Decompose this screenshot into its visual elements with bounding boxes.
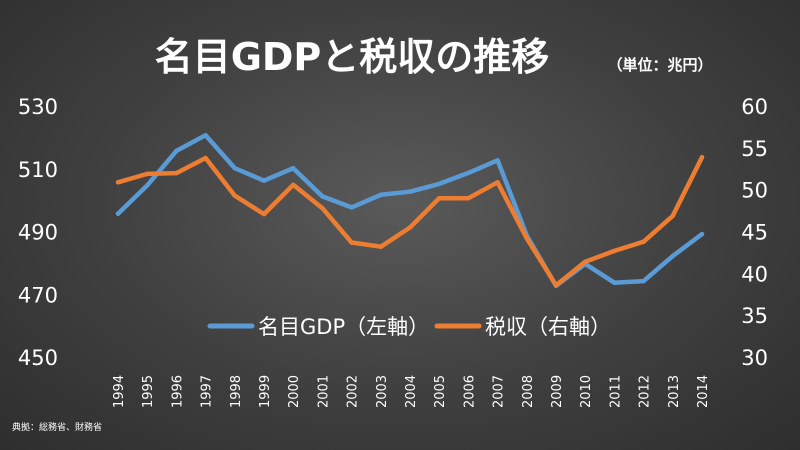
data-point bbox=[641, 239, 646, 244]
x-axis-tick-label: 2008 bbox=[521, 375, 536, 408]
right-axis-tick-label: 35 bbox=[741, 304, 768, 328]
data-point bbox=[115, 211, 121, 216]
x-axis-tick-label: 2004 bbox=[404, 375, 419, 408]
data-point bbox=[291, 165, 296, 171]
left-axis-tick-label: 490 bbox=[18, 221, 58, 245]
data-point bbox=[261, 178, 267, 183]
data-point bbox=[437, 195, 442, 201]
data-point bbox=[407, 189, 413, 194]
series-line-tax bbox=[115, 154, 705, 288]
data-point bbox=[145, 183, 150, 188]
data-point bbox=[699, 231, 705, 237]
data-point bbox=[349, 240, 354, 245]
x-axis-tick-label: 1996 bbox=[170, 375, 185, 408]
right-axis-tick-label: 30 bbox=[741, 346, 768, 370]
left-axis-tick-label: 450 bbox=[18, 346, 58, 370]
data-point bbox=[495, 180, 500, 185]
x-axis-tick-label: 2014 bbox=[696, 375, 711, 408]
legend-label: 税収（右軸） bbox=[485, 315, 611, 339]
data-point bbox=[612, 248, 617, 254]
data-point bbox=[378, 192, 383, 198]
right-axis-tick-label: 45 bbox=[741, 221, 768, 245]
right-axis: 30 35 40 45 50 55 60 bbox=[741, 95, 768, 370]
left-axis: 450 470 490 510 530 bbox=[18, 95, 58, 370]
x-axis-tick-label: 2001 bbox=[316, 375, 331, 408]
x-axis-tick-label: 2007 bbox=[492, 375, 507, 408]
source-note: 典拠：総務省、財務省 bbox=[12, 421, 102, 433]
data-point bbox=[115, 180, 121, 185]
x-axis-tick-label: 2000 bbox=[287, 375, 302, 408]
data-point bbox=[670, 213, 675, 218]
data-point bbox=[583, 259, 588, 264]
legend-label: 名目GDP（左軸） bbox=[258, 315, 429, 339]
chart-title: 名目GDPと税収の推移 bbox=[155, 35, 550, 79]
data-point bbox=[203, 133, 208, 138]
x-axis-tick-label: 1999 bbox=[258, 375, 273, 408]
right-axis-tick-label: 50 bbox=[741, 179, 768, 203]
x-axis-tick-label: 2010 bbox=[579, 375, 594, 408]
data-point bbox=[612, 280, 617, 285]
x-axis-tick-label: 2009 bbox=[550, 375, 565, 408]
data-point bbox=[466, 195, 471, 201]
left-axis-tick-label: 530 bbox=[18, 95, 58, 119]
data-point bbox=[670, 253, 675, 259]
data-point bbox=[437, 181, 442, 187]
data-point bbox=[320, 194, 325, 199]
data-point bbox=[553, 283, 559, 288]
x-axis-tick-label: 1997 bbox=[200, 375, 215, 408]
x-axis-tick-label: 2005 bbox=[433, 375, 448, 408]
x-axis: 1994 1995 1996 1997 1998 1999 2000 2001 2002 2003… bbox=[112, 375, 711, 408]
x-axis-tick-label: 1995 bbox=[141, 375, 156, 408]
data-point bbox=[232, 165, 237, 171]
x-axis-tick-label: 2002 bbox=[346, 375, 361, 408]
data-point bbox=[378, 244, 383, 249]
data-point bbox=[232, 193, 237, 198]
x-axis-tick-label: 2011 bbox=[608, 375, 623, 408]
left-axis-tick-label: 510 bbox=[18, 158, 58, 182]
data-point bbox=[699, 155, 705, 160]
x-axis-tick-label: 1998 bbox=[229, 375, 244, 408]
data-point bbox=[174, 170, 179, 176]
right-axis-tick-label: 40 bbox=[741, 262, 768, 286]
right-axis-tick-label: 60 bbox=[741, 95, 768, 119]
right-axis-tick-label: 55 bbox=[741, 137, 768, 161]
data-point bbox=[145, 171, 150, 177]
series-group bbox=[115, 132, 705, 289]
data-point bbox=[203, 155, 208, 161]
data-point bbox=[466, 170, 471, 176]
data-point bbox=[261, 211, 267, 217]
data-point bbox=[495, 158, 500, 163]
data-point bbox=[291, 182, 296, 188]
data-point bbox=[349, 205, 354, 210]
x-axis-tick-label: 2012 bbox=[638, 375, 653, 408]
chart-subtitle: （単位：兆円） bbox=[607, 56, 712, 74]
x-axis-tick-label: 2006 bbox=[462, 375, 477, 408]
x-axis-tick-label: 1994 bbox=[112, 375, 127, 408]
left-axis-tick-label: 470 bbox=[18, 283, 58, 307]
legend: 名目GDP（左軸） 税収（右軸） bbox=[207, 315, 611, 339]
data-point bbox=[320, 206, 325, 211]
data-point bbox=[174, 148, 179, 154]
x-axis-tick-label: 2003 bbox=[375, 375, 390, 408]
data-point bbox=[641, 278, 646, 284]
x-axis-tick-label: 2013 bbox=[667, 375, 682, 408]
data-point bbox=[524, 236, 529, 241]
data-point bbox=[407, 225, 413, 230]
